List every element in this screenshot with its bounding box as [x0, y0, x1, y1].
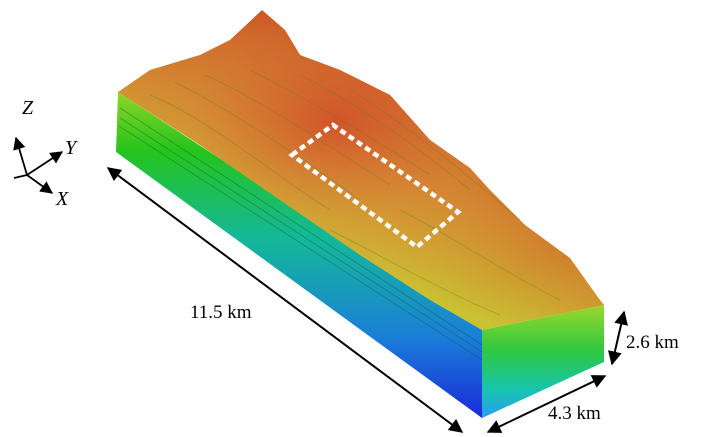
y-axis-label: Y: [65, 137, 78, 159]
depth-dimension-label: 2.6 km: [626, 332, 679, 353]
x-axis-label: X: [55, 188, 69, 210]
width-dimension-arrow: [486, 375, 607, 433]
y-axis-arrow: [26, 151, 64, 176]
x-axis-arrow: [26, 174, 54, 194]
z-axis-label: Z: [22, 97, 34, 119]
length-dimension-label: 11.5 km: [190, 302, 252, 323]
triad-link: [13, 174, 28, 179]
width-dimension-label: 4.3 km: [548, 403, 601, 424]
length-dimension-arrow: [106, 167, 464, 433]
axis-triad: [13, 136, 64, 194]
depth-dimension-arrow: [608, 310, 628, 366]
z-axis-arrow: [13, 136, 28, 176]
